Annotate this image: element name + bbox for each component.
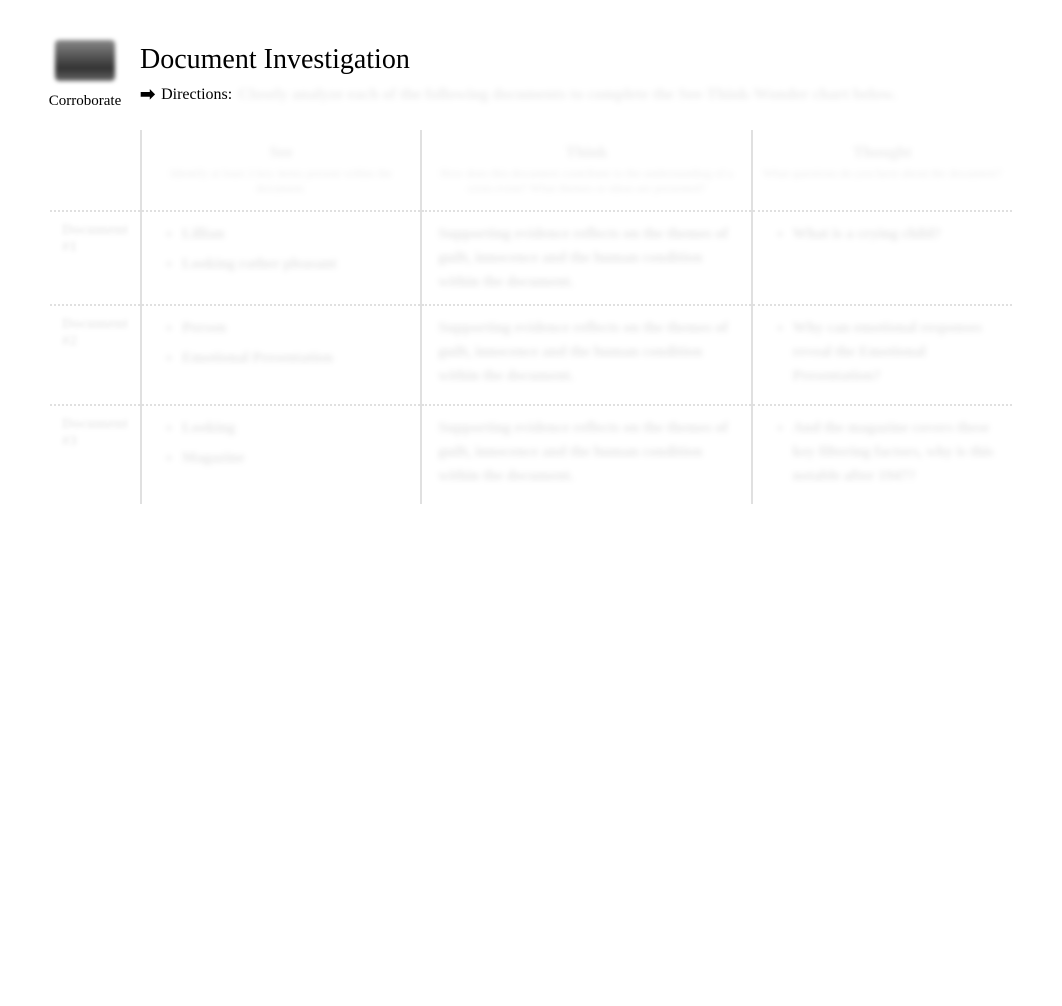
think-cell: Supporting evidence reflects on the them…	[421, 305, 751, 405]
page-title: Document Investigation	[140, 44, 1012, 76]
icon-label: Corroborate	[49, 93, 121, 110]
row-label: Document #1	[50, 211, 141, 305]
arrow-icon: ➡	[140, 84, 155, 105]
thought-cell: And the magazine covers these key filter…	[752, 405, 1012, 504]
corroborate-icon	[55, 40, 115, 81]
think-cell: Supporting evidence reflects on the them…	[421, 405, 751, 504]
row-label: Document #2	[50, 305, 141, 405]
directions-row: ➡ Directions: Closely analyze each of th…	[140, 84, 1012, 105]
table-row: Document #2PersonEmotional PresentationS…	[50, 305, 1012, 405]
directions-label: Directions:	[161, 86, 232, 104]
investigation-table: See Identify at least 2 key items presen…	[50, 130, 1012, 504]
col-header-thought: Thought What questions do you have about…	[752, 130, 1012, 211]
corroborate-icon-block: Corroborate	[50, 40, 120, 110]
think-cell: Supporting evidence reflects on the them…	[421, 211, 751, 305]
see-cell: LookingMagazine	[141, 405, 421, 504]
directions-text: Closely analyze each of the following do…	[238, 86, 896, 104]
thought-cell: What is a crying child?	[752, 211, 1012, 305]
see-cell: PersonEmotional Presentation	[141, 305, 421, 405]
col-header-think: Think How does this document contribute …	[421, 130, 751, 211]
see-cell: LillianLooking rather pleasant	[141, 211, 421, 305]
thought-cell: Why can emotional responses reveal the E…	[752, 305, 1012, 405]
table-row: Document #3LookingMagazineSupporting evi…	[50, 405, 1012, 504]
row-label: Document #3	[50, 405, 141, 504]
table-row: Document #1LillianLooking rather pleasan…	[50, 211, 1012, 305]
corner-cell	[50, 130, 141, 211]
col-header-see: See Identify at least 2 key items presen…	[141, 130, 421, 211]
